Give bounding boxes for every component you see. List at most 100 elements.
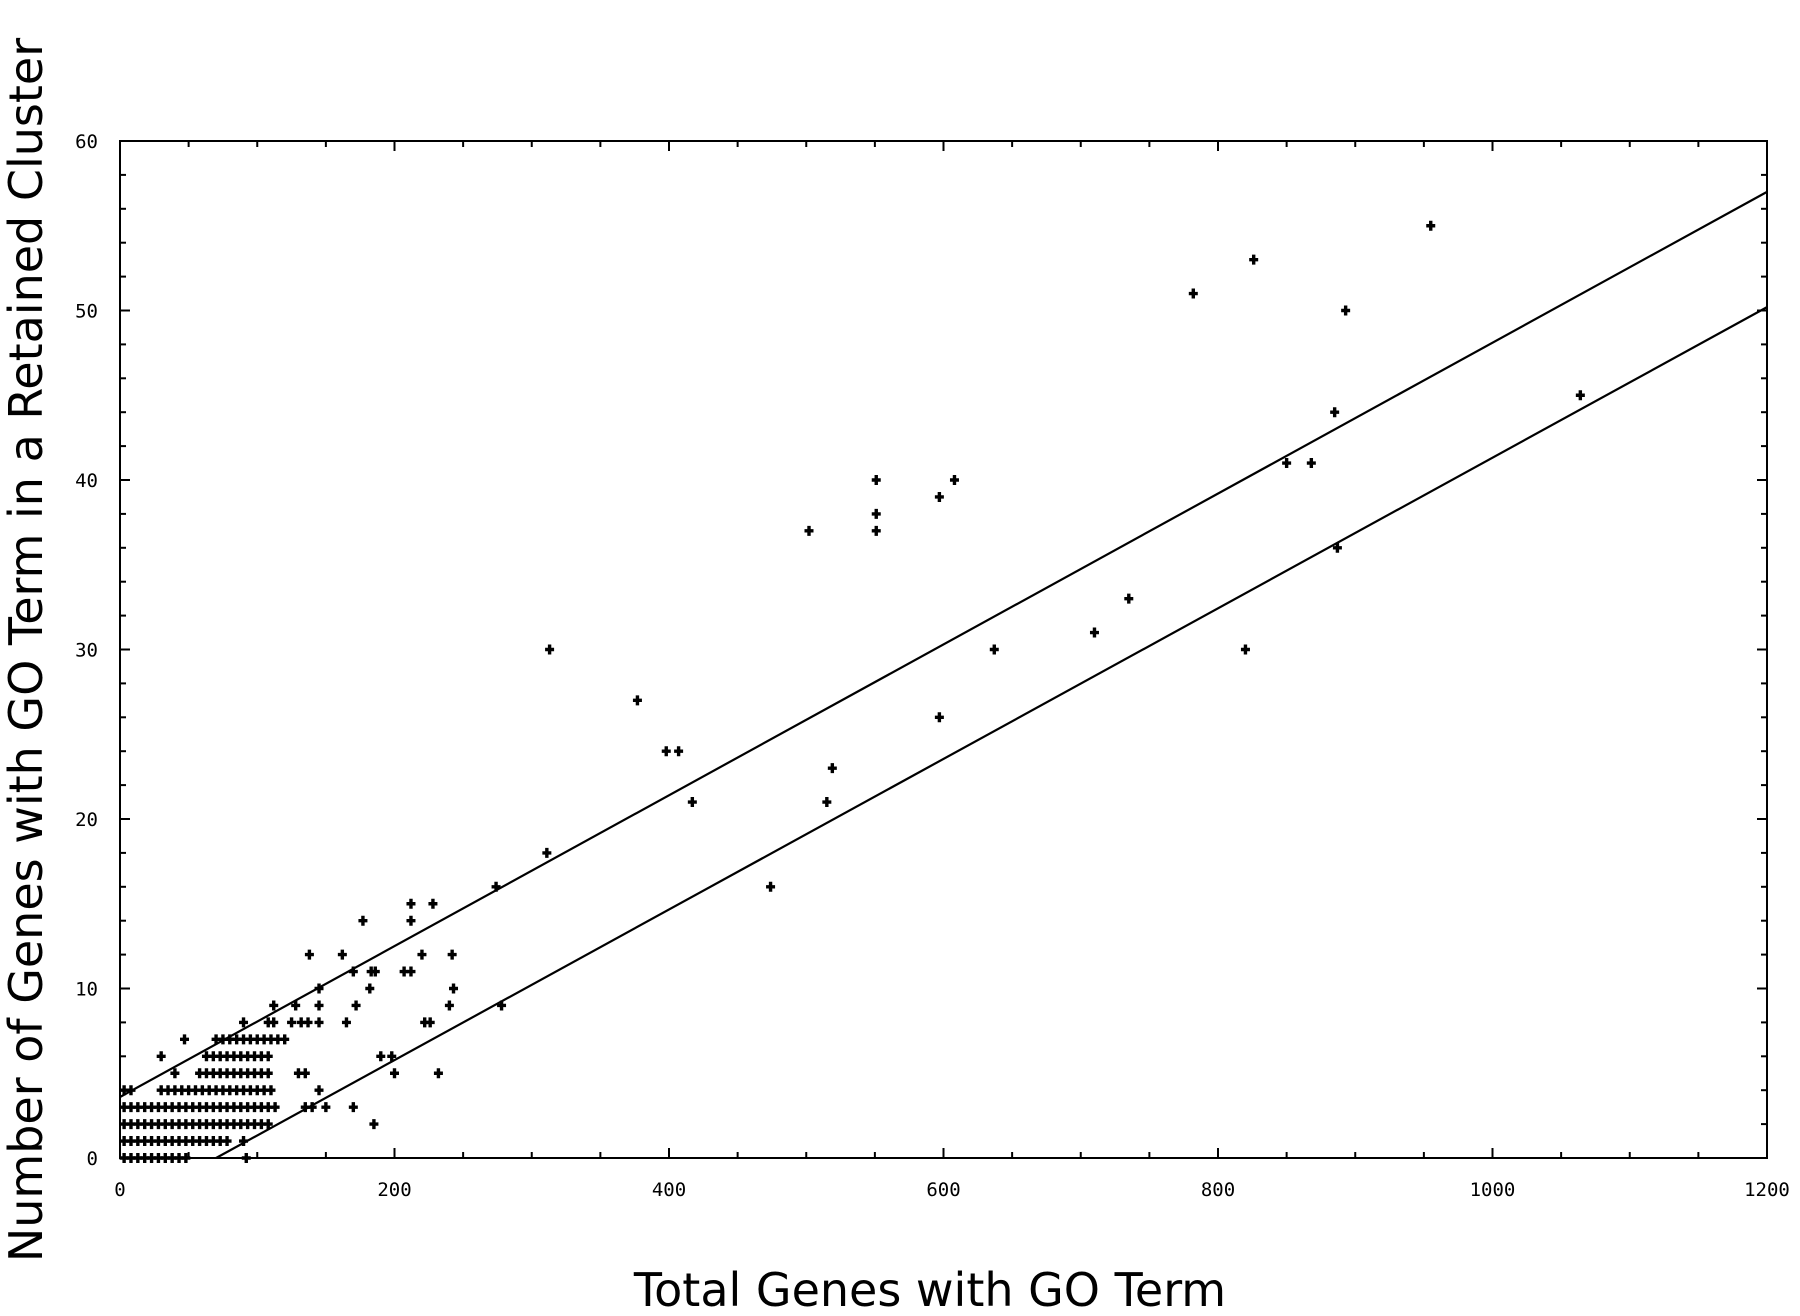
data-point [263,1119,273,1130]
data-point [1306,458,1316,469]
data-point [447,949,457,960]
data-point [263,1051,273,1062]
y-tick-label: 0 [87,1148,98,1170]
data-point [871,475,881,485]
data-point [263,1068,273,1079]
data-point [406,966,416,977]
data-point [126,1085,136,1096]
data-point [449,983,459,994]
data-point [241,1153,251,1163]
x-tick-label: 1200 [1744,1179,1790,1201]
data-point [321,1102,331,1113]
data-point [444,1000,454,1011]
data-point [871,508,881,519]
scatter-points [119,220,1585,1163]
data-point [222,1136,232,1147]
x-tick-label: 800 [1201,1179,1235,1201]
data-point [1249,254,1259,265]
data-point [417,949,427,960]
y-tick-label: 60 [75,131,98,153]
data-point [766,881,776,892]
data-point [949,475,959,485]
y-tick-label: 10 [75,979,98,1001]
data-point [491,881,501,892]
x-axis-ticks [119,141,1768,1158]
x-axis-title: Total Genes with GO Term [633,1263,1226,1311]
data-point [314,1017,324,1028]
data-point [497,1000,507,1011]
data-point [348,1102,358,1113]
data-point [871,525,881,536]
data-point [1188,288,1198,299]
data-point [269,1000,279,1011]
trend-lines [119,190,1768,1159]
data-point [661,746,671,757]
data-point [632,695,642,706]
x-axis-tick-labels: 0 200 400 600 800 1000 1200 [114,1179,1790,1201]
data-point [822,797,832,808]
x-tick-label: 400 [652,1179,686,1201]
data-point [827,763,837,774]
data-point [406,915,416,926]
y-tick-label: 20 [75,809,98,831]
data-point [266,1085,276,1096]
data-point [314,1000,324,1011]
x-tick-label: 200 [377,1179,411,1201]
data-point [370,966,380,977]
data-point [433,1068,443,1079]
data-point [239,1136,249,1147]
data-point [270,1102,280,1113]
data-point [337,949,347,960]
y-tick-label: 40 [75,470,98,492]
data-point [181,1153,191,1163]
data-point [428,898,438,909]
data-point [425,1017,435,1028]
data-point [348,966,358,977]
data-point [300,1068,310,1079]
data-point [239,1017,249,1028]
data-point [1124,593,1134,604]
data-point [804,525,814,536]
data-point [1240,644,1250,655]
data-point [390,1068,399,1079]
x-tick-label: 0 [114,1179,125,1201]
data-point [170,1068,180,1079]
data-point [291,1000,301,1011]
data-point [542,847,552,858]
data-point [687,797,697,808]
trend-line [119,190,1768,1098]
data-point [545,644,555,655]
data-point [1332,542,1342,553]
data-point [1426,220,1436,231]
data-point [314,1085,324,1096]
data-point [369,1119,379,1130]
data-point [1330,407,1340,418]
data-point [269,1017,279,1028]
data-point [358,915,368,926]
data-point [376,1051,386,1062]
data-point [314,983,324,994]
trend-line [215,306,1768,1159]
x-tick-label: 600 [926,1179,960,1201]
data-point [934,712,944,723]
data-point [989,644,999,655]
data-point [365,983,375,994]
data-point [674,746,684,757]
data-point [1341,305,1351,316]
data-point [180,1034,190,1045]
data-point [280,1034,290,1045]
data-point [341,1017,351,1028]
data-point [406,898,416,909]
data-point [351,1000,361,1011]
data-point [303,1017,313,1028]
y-axis-ticks [120,140,1767,1159]
y-axis-tick-labels: 0 10 20 30 40 50 60 [75,131,98,1170]
y-tick-label: 30 [75,640,98,662]
y-axis-title: Number of Genes with GO Term in a Retain… [0,38,53,1262]
data-point [287,1017,297,1028]
data-point [1575,390,1585,401]
data-point [387,1051,397,1062]
data-point [307,1102,317,1113]
